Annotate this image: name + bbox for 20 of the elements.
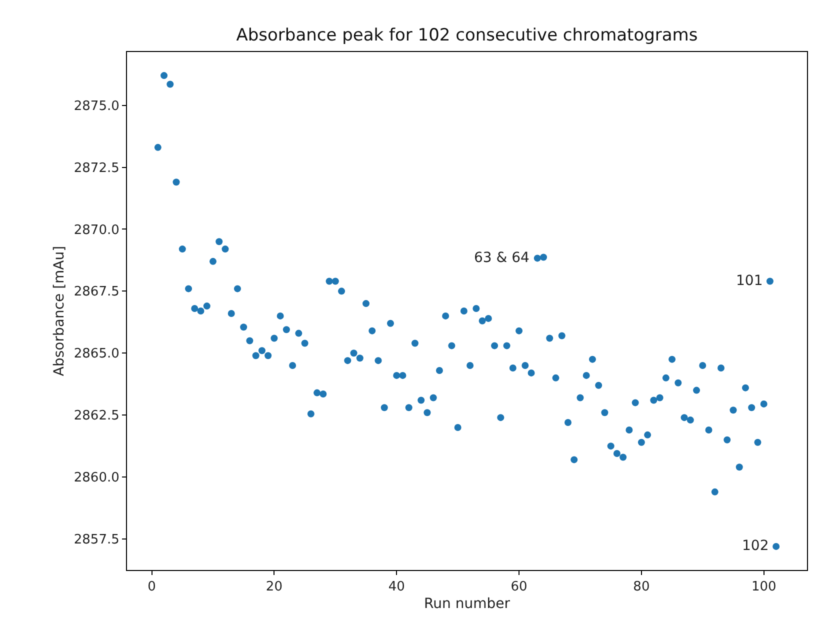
x-tick-label: 40: [388, 580, 405, 595]
annotation: 63 & 64: [474, 250, 530, 266]
y-tick-label: 2875.0: [74, 98, 120, 114]
y-tick-label: 2870.0: [74, 222, 120, 238]
x-tick-label: 100: [751, 580, 776, 595]
y-tick-label: 2867.5: [74, 284, 120, 300]
y-tick-label: 2860.0: [74, 470, 120, 486]
x-axis-title: Run number: [424, 596, 510, 612]
x-tick-label: 20: [266, 580, 282, 595]
y-tick-label: 2872.5: [74, 160, 120, 176]
chart-title: Absorbance peak for 102 consecutive chromatograms: [236, 25, 698, 46]
y-axis-title: Absorbance [mAu]: [52, 246, 68, 376]
y-tick-label: 2865.0: [74, 346, 120, 362]
y-tick-label: 2857.5: [74, 532, 120, 548]
y-tick-label: 2862.5: [74, 408, 120, 424]
annotation: 101: [736, 273, 763, 289]
x-tick-label: 80: [633, 580, 650, 595]
x-tick-label: 0: [148, 580, 156, 595]
x-tick-label: 60: [510, 580, 528, 595]
annotation: 102: [742, 538, 769, 554]
